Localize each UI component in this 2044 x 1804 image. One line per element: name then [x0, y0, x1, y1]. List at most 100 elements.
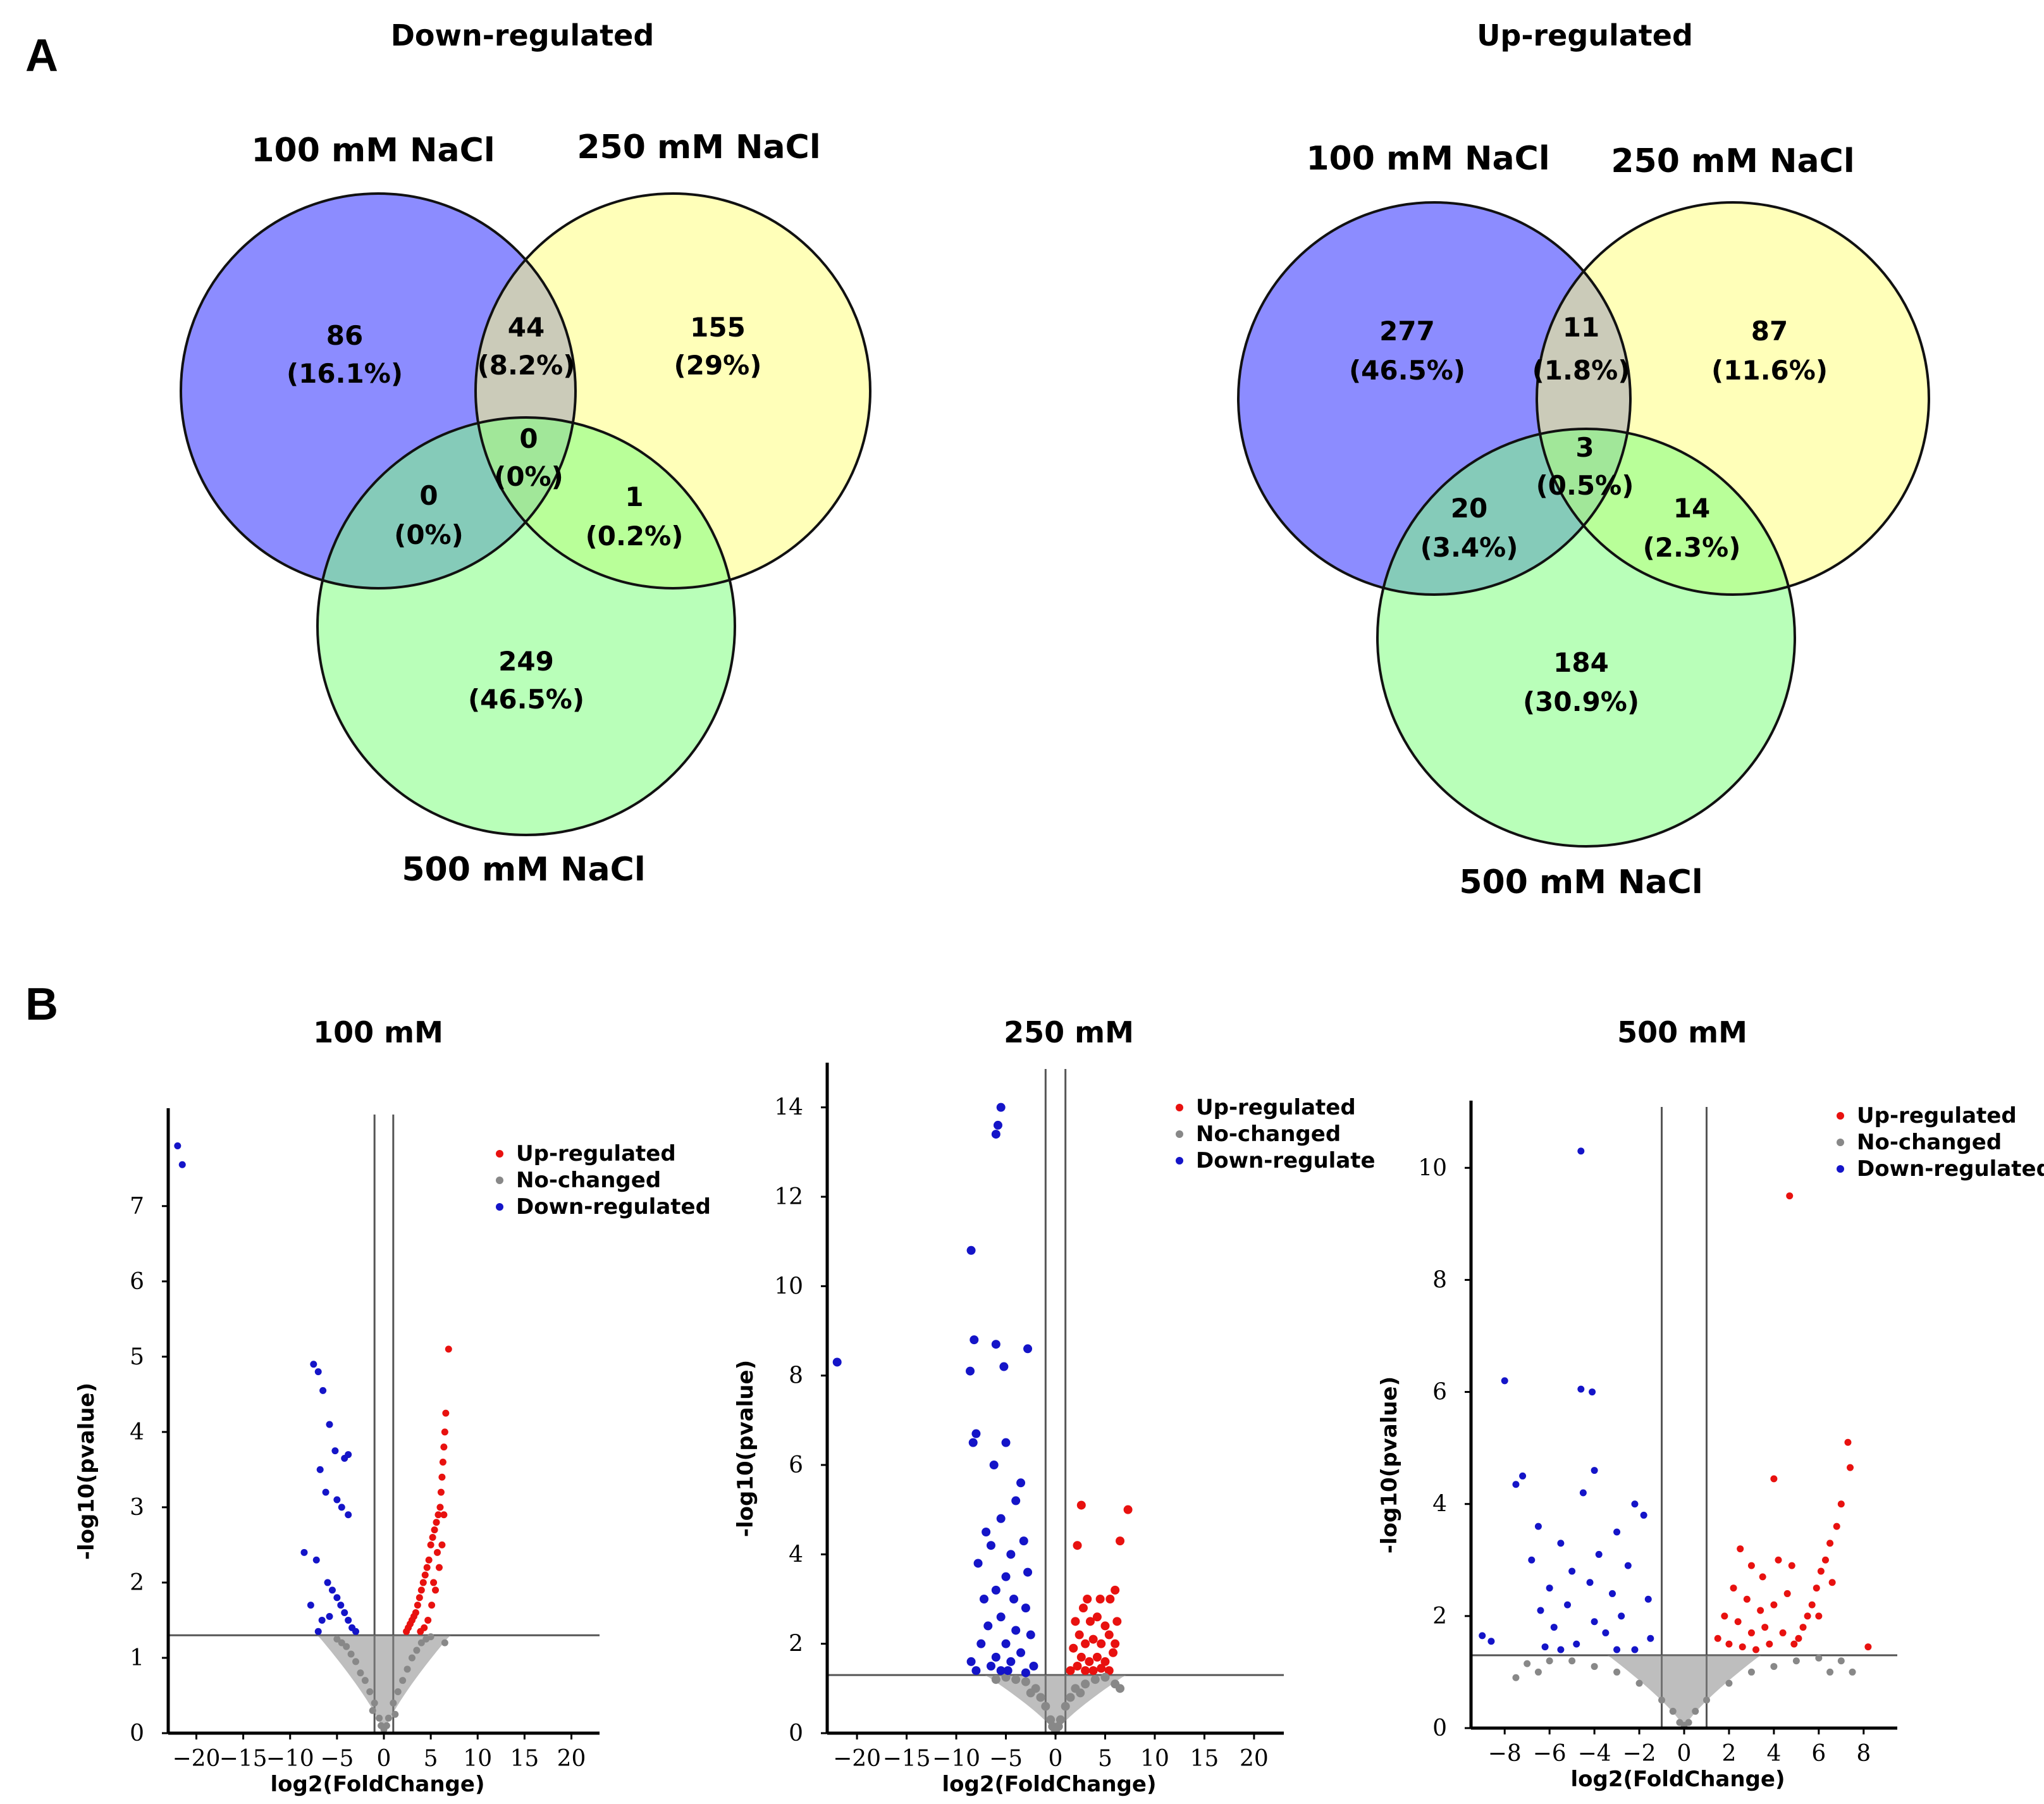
legend-label: No-changed — [1196, 1121, 1341, 1147]
point-no-changed — [390, 1699, 397, 1707]
point-down-regulated — [1557, 1540, 1565, 1547]
point-down-regulated — [986, 1541, 995, 1550]
legend-label: No-changed — [1857, 1130, 2002, 1155]
point-down-regulated — [1016, 1648, 1026, 1657]
point-down-regulated — [999, 1362, 1009, 1371]
point-up-regulated — [1813, 1585, 1820, 1592]
point-up-regulated — [403, 1628, 410, 1635]
point-up-regulated — [1747, 1629, 1755, 1636]
point-up-regulated — [414, 1602, 421, 1609]
point-up-regulated — [1734, 1618, 1742, 1626]
point-no-changed — [1826, 1668, 1834, 1676]
point-down-regulated — [333, 1496, 341, 1504]
point-up-regulated — [1804, 1612, 1811, 1620]
y-tick-label: 5 — [130, 1344, 144, 1370]
y-axis-label: -log10(pvalue) — [733, 1360, 758, 1537]
point-up-regulated — [1066, 1666, 1075, 1676]
point-down-regulated — [314, 1628, 322, 1635]
region-bc-pct: (2.3%) — [1643, 532, 1741, 563]
point-down-regulated — [314, 1368, 322, 1376]
point-down-regulated — [1029, 1662, 1038, 1671]
x-tick-label: −4 — [1578, 1741, 1611, 1767]
point-up-regulated — [1833, 1523, 1840, 1530]
point-down-regulated — [976, 1639, 986, 1648]
region-bc-count: 1 — [625, 481, 643, 512]
plot-title: 100 mM — [313, 1015, 443, 1049]
point-no-changed — [1512, 1674, 1520, 1681]
point-no-changed — [991, 1675, 1000, 1684]
point-up-regulated — [1088, 1666, 1098, 1676]
point-up-regulated — [1783, 1590, 1791, 1597]
region-b-pct: (29%) — [674, 350, 762, 381]
point-no-changed — [1702, 1696, 1710, 1704]
venn-set-label-500mm: 500 mM NaCl — [1459, 863, 1702, 901]
point-down-regulated — [996, 1612, 1006, 1622]
point-down-regulated — [1573, 1640, 1580, 1648]
point-down-regulated — [1001, 1438, 1011, 1447]
point-up-regulated — [419, 1579, 427, 1586]
point-down-regulated — [1016, 1478, 1026, 1488]
point-down-regulated — [1006, 1657, 1016, 1666]
plot-title: 250 mM — [1004, 1015, 1134, 1049]
x-tick-label: −15 — [219, 1746, 268, 1772]
point-no-changed — [378, 1722, 385, 1729]
point-up-regulated — [1071, 1617, 1080, 1626]
point-no-changed — [1725, 1679, 1733, 1687]
x-tick-label: 0 — [1677, 1741, 1692, 1767]
region-ac-pct: (0%) — [394, 519, 464, 550]
point-up-regulated — [1795, 1634, 1802, 1642]
legend-label: Up-regulated — [1857, 1103, 2017, 1128]
y-tick-label: 6 — [1432, 1380, 1447, 1406]
y-tick-label: 0 — [789, 1721, 803, 1746]
x-tick-label: −20 — [833, 1746, 881, 1772]
point-down-regulated — [1564, 1601, 1572, 1609]
point-down-regulated — [996, 1103, 1006, 1112]
point-no-changed — [1011, 1675, 1021, 1684]
legend-marker — [1176, 1157, 1183, 1165]
point-down-regulated — [345, 1511, 352, 1519]
point-down-regulated — [991, 1340, 1000, 1349]
point-no-changed — [1792, 1657, 1800, 1665]
x-tick-label: 10 — [463, 1746, 492, 1772]
point-no-changed — [394, 1688, 402, 1696]
point-up-regulated — [1078, 1603, 1088, 1613]
point-down-regulated — [316, 1466, 324, 1473]
legend-marker — [496, 1150, 503, 1158]
point-up-regulated — [437, 1488, 445, 1496]
point-down-regulated — [991, 1652, 1000, 1662]
point-no-changed — [352, 1658, 360, 1665]
point-no-changed — [1116, 1684, 1125, 1693]
region-abc-count: 3 — [1575, 432, 1594, 463]
point-no-changed — [1747, 1668, 1755, 1676]
point-up-regulated — [1837, 1500, 1845, 1508]
point-down-regulated — [328, 1586, 336, 1594]
point-up-regulated — [1097, 1664, 1106, 1673]
point-no-changed — [333, 1635, 341, 1643]
x-tick-label: 20 — [557, 1746, 586, 1772]
y-tick-label: 10 — [1418, 1155, 1447, 1181]
unchanged-density — [981, 1675, 1130, 1733]
panel-a-letter: A — [25, 30, 58, 81]
x-tick-label: 4 — [1766, 1741, 1781, 1767]
point-down-regulated — [832, 1357, 842, 1367]
x-tick-label: 8 — [1856, 1741, 1871, 1767]
point-down-regulated — [1577, 1147, 1585, 1155]
point-down-regulated — [991, 1130, 1000, 1139]
point-no-changed — [1001, 1672, 1011, 1682]
point-down-regulated — [1557, 1646, 1565, 1653]
venn-set-label-500mm: 500 mM NaCl — [402, 851, 645, 889]
point-no-changed — [385, 1714, 392, 1722]
point-down-regulated — [966, 1657, 976, 1666]
point-down-regulated — [326, 1612, 333, 1620]
region-ac-count: 0 — [419, 480, 438, 511]
y-tick-label: 7 — [130, 1194, 144, 1220]
point-up-regulated — [1123, 1505, 1133, 1514]
x-axis-label: log2(FoldChange) — [271, 1772, 485, 1797]
venn-title: Down-regulated — [391, 18, 655, 53]
point-up-regulated — [1847, 1464, 1854, 1471]
point-up-regulated — [1737, 1545, 1744, 1553]
point-no-changed — [357, 1669, 364, 1677]
point-up-regulated — [1095, 1595, 1105, 1603]
volcano-plot-250mm: 250 mM −20 −15 −10 −5 0 5 10 15 20 0 2 4 6 8 10 12 14 log2… — [733, 1015, 1376, 1797]
